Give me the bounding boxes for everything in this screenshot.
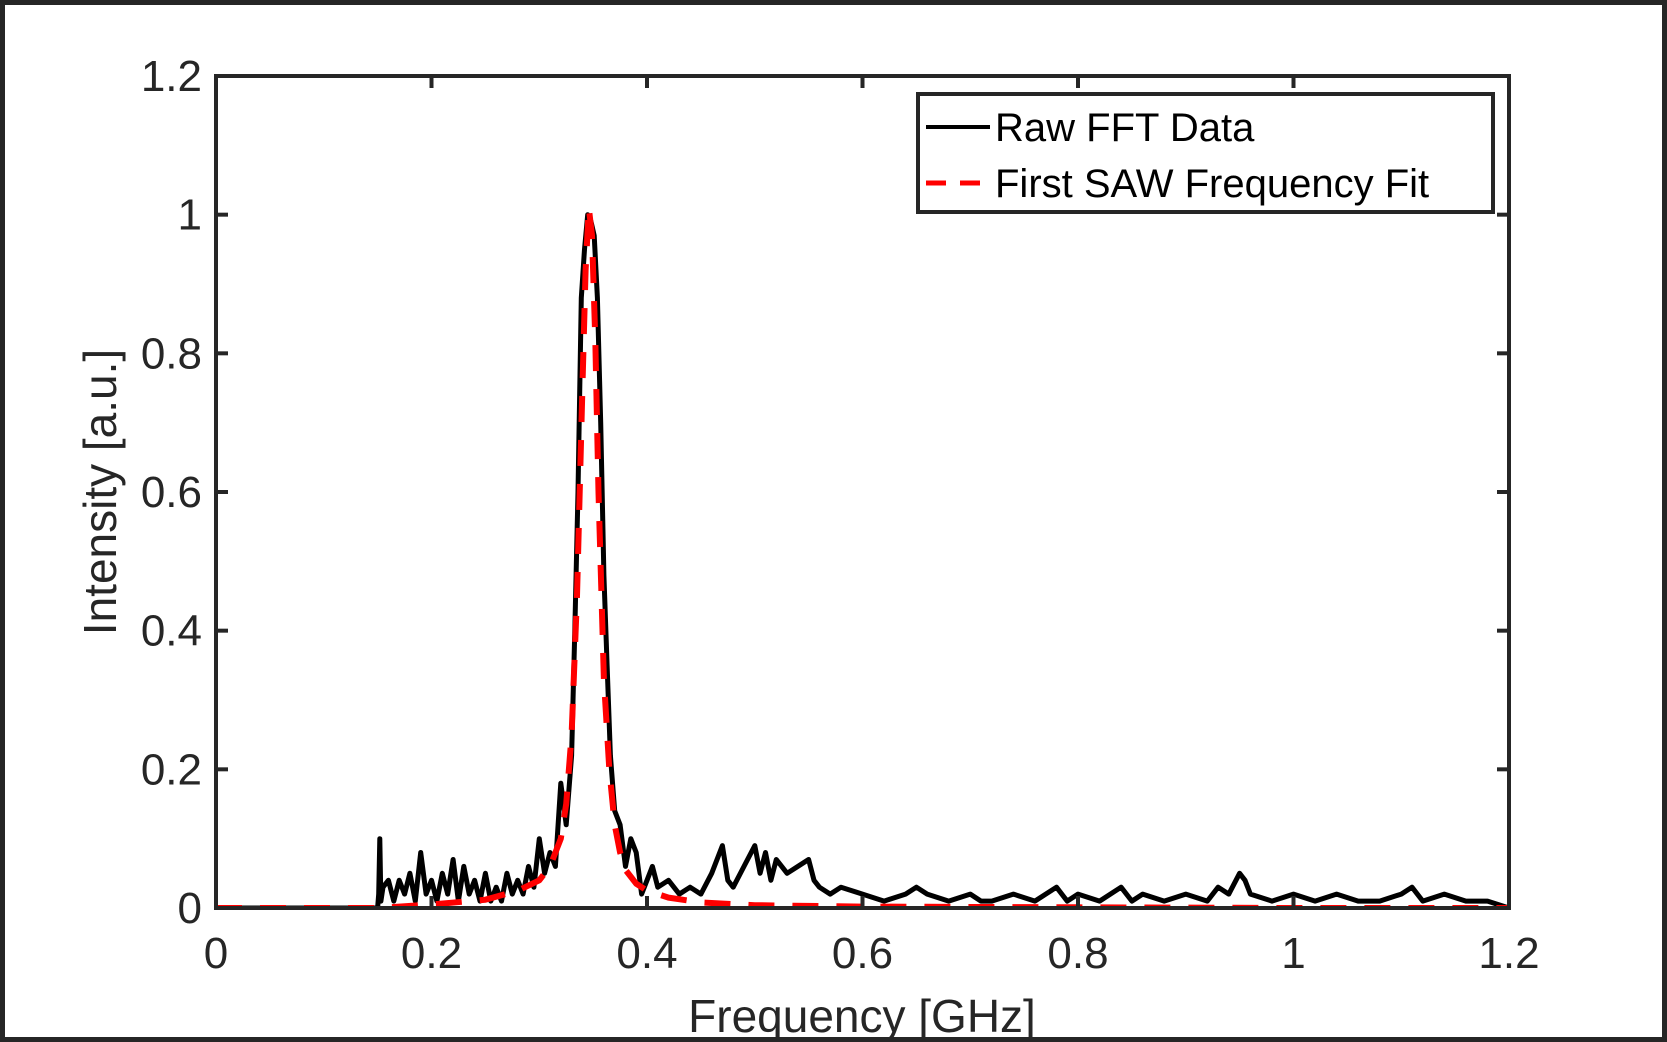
y-tick-label: 0.4 (141, 607, 202, 656)
y-tick-label: 1.2 (141, 52, 202, 101)
y-tick-label: 0.6 (141, 468, 202, 517)
y-tick-label: 1 (178, 191, 202, 240)
x-axis-label: Frequency [GHz] (688, 990, 1036, 1042)
plot-area (216, 76, 1509, 908)
series-line-raw-fft (216, 212, 1509, 908)
series-line-saw-fit (216, 204, 1509, 908)
legend-box (916, 92, 1495, 214)
x-tick-label: 1.2 (1478, 929, 1539, 978)
legend-label-raw: Raw FFT Data (995, 106, 1255, 150)
y-tick-label: 0.2 (141, 745, 202, 794)
x-tick-label: 1 (1281, 929, 1305, 978)
legend: Raw FFT Data First SAW Frequency Fit (916, 92, 1495, 214)
tick-labels: 0 0.2 0.4 0.6 0.8 1 1.2 0 0.2 0.4 0.6 0.8 1 1.2 (141, 52, 1540, 978)
y-axis-label: Intensity [a.u.] (74, 349, 126, 635)
x-tick-label: 0 (204, 929, 228, 978)
x-tick-label: 0.2 (401, 929, 462, 978)
legend-label-fit: First SAW Frequency Fit (995, 162, 1429, 206)
series-layer (216, 204, 1509, 908)
x-tick-label: 0.8 (1047, 929, 1108, 978)
x-tick-label: 0.4 (616, 929, 677, 978)
y-tick-label: 0.8 (141, 329, 202, 378)
x-tick-label: 0.6 (832, 929, 893, 978)
ticks-layer (214, 74, 1511, 910)
y-tick-label: 0 (178, 884, 202, 933)
